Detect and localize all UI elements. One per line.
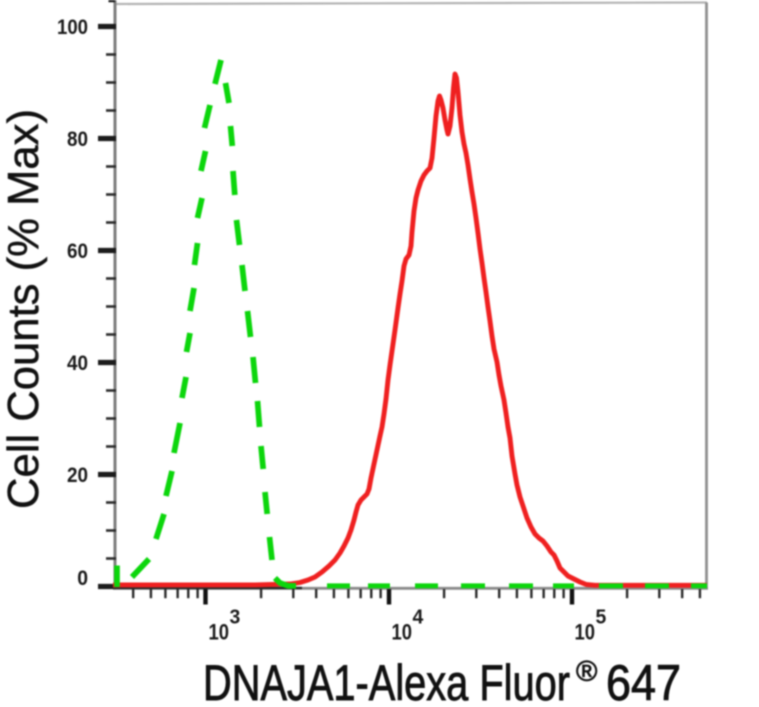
svg-text:10: 10 [575, 620, 596, 645]
svg-text:80: 80 [67, 128, 88, 151]
svg-text:DNAJA1-Alexa Fluor: DNAJA1-Alexa Fluor [203, 654, 570, 707]
svg-text:10: 10 [392, 620, 413, 645]
svg-text:®: ® [576, 656, 597, 688]
svg-text:20: 20 [67, 464, 88, 487]
svg-text:100: 100 [57, 16, 88, 39]
svg-text:60: 60 [67, 240, 88, 263]
svg-text:647: 647 [606, 654, 681, 707]
svg-text:10: 10 [209, 620, 230, 645]
svg-text:4: 4 [413, 607, 425, 629]
svg-text:0: 0 [77, 567, 88, 590]
svg-text:5: 5 [596, 607, 607, 629]
svg-text:3: 3 [230, 607, 241, 629]
svg-text:Cell Counts (% Max): Cell Counts (% Max) [0, 109, 48, 509]
svg-text:40: 40 [67, 352, 88, 375]
